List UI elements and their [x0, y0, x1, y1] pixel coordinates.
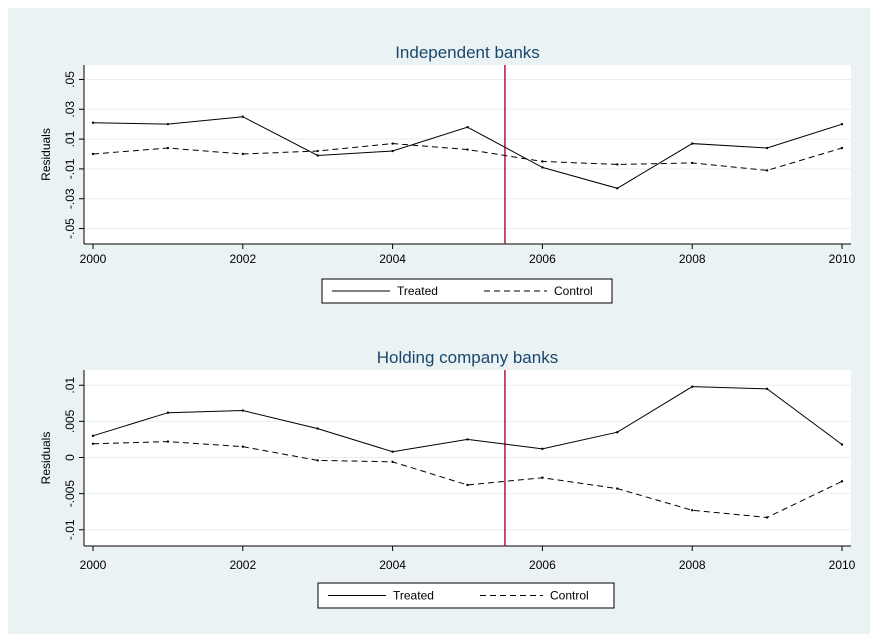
data-point-control: [166, 440, 170, 443]
data-point-treated: [541, 166, 544, 169]
y-axis-title: Residuals: [39, 432, 53, 485]
data-point-treated: [840, 443, 844, 446]
x-tick-label: 2010: [829, 558, 856, 572]
x-tick-label: 2000: [80, 558, 107, 572]
x-tick-label: 2006: [529, 252, 556, 266]
data-point-treated: [616, 431, 619, 434]
data-point-control: [466, 148, 469, 151]
data-point-control: [691, 161, 694, 165]
data-point-treated: [541, 447, 544, 451]
x-tick-label: 2008: [679, 558, 706, 572]
data-point-treated: [316, 154, 319, 157]
data-point-control: [765, 516, 769, 519]
data-point-treated: [91, 121, 95, 124]
data-point-control: [466, 483, 469, 487]
data-point-treated: [616, 187, 619, 190]
legend-label-treated: Treated: [393, 589, 434, 603]
data-point-treated: [166, 122, 170, 126]
y-tick-label: .03: [63, 101, 77, 118]
plot-area: [84, 65, 851, 244]
legend-label-control: Control: [554, 284, 593, 298]
data-point-treated: [166, 411, 170, 414]
data-point-control: [316, 459, 319, 462]
y-tick-label: .01: [63, 377, 77, 394]
legend: Treated Control: [317, 582, 615, 609]
data-point-treated: [241, 115, 244, 118]
data-point-control: [541, 160, 544, 163]
data-point-treated: [466, 125, 469, 129]
y-axis-title: Residuals: [39, 128, 53, 181]
data-point-treated: [765, 146, 769, 150]
x-tick-label: 2006: [529, 558, 556, 572]
chart-panel-1: -.05 -.03 -.01 .01 .03 .05 2000 2002 2004 2006 200…: [39, 43, 856, 304]
data-point-control: [391, 460, 394, 464]
y-tick-label: .005: [63, 409, 77, 433]
data-point-treated: [241, 409, 244, 412]
data-point-treated: [765, 387, 769, 391]
data-point-control: [840, 480, 844, 483]
data-point-treated: [391, 149, 394, 153]
data-point-treated: [466, 438, 469, 441]
data-point-control: [691, 509, 694, 512]
data-point-control: [541, 476, 544, 479]
chart-title: Holding company banks: [377, 348, 558, 367]
x-tick-label: 2004: [379, 558, 406, 572]
legend: Treated Control: [321, 278, 613, 304]
data-point-treated: [91, 434, 95, 438]
data-point-control: [241, 445, 244, 448]
chart-title: Independent banks: [395, 43, 540, 62]
chart-panel-2: -.01 -.005 0 .005 .01 2000 2002 2004 2006 2008 201…: [39, 348, 856, 609]
data-point-treated: [316, 427, 319, 430]
y-tick-label: .05: [63, 71, 77, 88]
x-tick-label: 2008: [679, 252, 706, 266]
y-tick-label: .01: [63, 130, 77, 147]
y-tick-label: -.05: [63, 218, 77, 239]
data-point-control: [91, 442, 95, 445]
data-point-treated: [391, 450, 394, 453]
x-tick-label: 2002: [229, 558, 256, 572]
legend-label-control: Control: [550, 589, 589, 603]
x-tick-label: 2004: [379, 252, 406, 266]
y-tick-label: -.01: [63, 519, 77, 540]
data-point-control: [166, 146, 170, 150]
data-point-control: [91, 152, 95, 156]
y-tick-label: -.005: [63, 480, 77, 508]
data-point-control: [840, 146, 844, 150]
data-point-treated: [840, 122, 844, 126]
y-tick-label: 0: [63, 454, 77, 461]
data-point-control: [391, 142, 394, 145]
legend-label-treated: Treated: [397, 284, 438, 298]
data-point-treated: [691, 142, 694, 145]
x-tick-label: 2000: [80, 252, 107, 266]
data-point-treated: [691, 385, 694, 388]
data-point-control: [316, 149, 319, 153]
data-point-control: [765, 169, 769, 172]
data-point-control: [616, 163, 619, 166]
series-line-control: [92, 441, 843, 518]
x-tick-label: 2010: [829, 252, 856, 266]
y-tick-label: -.03: [63, 188, 77, 209]
data-point-control: [241, 152, 244, 156]
x-tick-label: 2002: [229, 252, 256, 266]
y-tick-label: -.01: [63, 158, 77, 179]
data-point-control: [616, 487, 619, 490]
